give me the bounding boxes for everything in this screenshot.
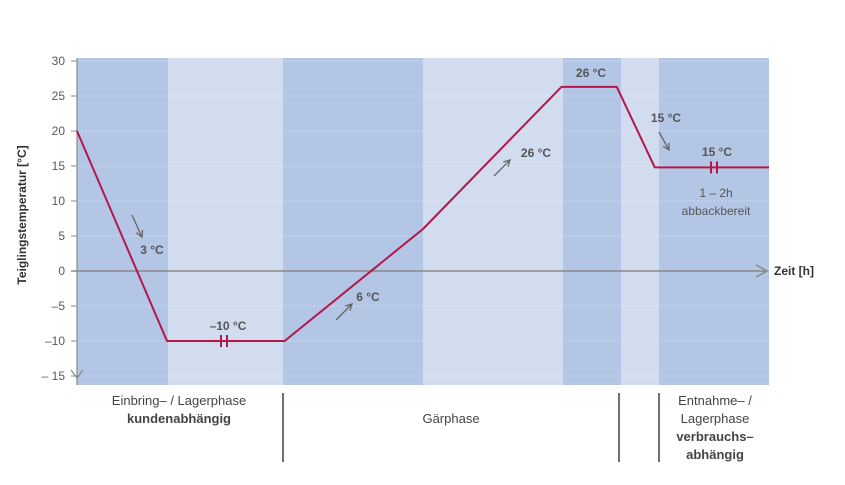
y-axis-bottom-marker xyxy=(70,369,84,379)
direction-arrowhead-1 xyxy=(345,303,353,311)
direction-arrowhead-2 xyxy=(503,159,511,167)
annotation-6: 15 °C xyxy=(702,145,732,159)
temperature-line xyxy=(76,85,769,342)
phase-band-0 xyxy=(77,58,168,385)
direction-arrow-1 xyxy=(335,303,353,321)
y-tick-label-7: –5 xyxy=(52,299,66,313)
phase-label-gaer-line1: Gärphase xyxy=(422,411,480,426)
annotation-7: 1 – 2h xyxy=(699,186,732,200)
phase-label-einbring-line1: Einbring– / Lagerphase xyxy=(111,393,247,408)
direction-arrowhead-3 xyxy=(662,142,670,152)
y-tick-label-8: –10 xyxy=(45,334,65,348)
annotation-0: 3 °C xyxy=(140,243,164,257)
phase-band-3 xyxy=(423,58,563,385)
phase-label-entnahme-line3: verbrauchs– xyxy=(676,429,754,444)
annotation-2: 6 °C xyxy=(356,290,380,304)
direction-arrow-0 xyxy=(131,214,143,238)
grid-lines xyxy=(77,60,769,377)
annotation-4: 26 °C xyxy=(576,66,606,80)
y-tick-label-2: 20 xyxy=(52,124,66,138)
phase-label-entnahme-line2: Lagerphase xyxy=(680,411,750,426)
direction-arrow-2 xyxy=(493,159,511,177)
temperature-curve xyxy=(76,85,769,347)
annotation-8: abbackbereit xyxy=(682,204,751,218)
annotation-1: –10 °C xyxy=(210,319,247,333)
phase-label-gaer: Gärphase xyxy=(284,410,618,428)
annotation-3: 26 °C xyxy=(521,146,551,160)
y-tick-label-6: 0 xyxy=(58,264,65,278)
phase-label-entnahme-line1: Entnahme– / xyxy=(678,393,752,408)
x-axis-arrowhead xyxy=(755,264,769,278)
phase-label-einbring-line2: kundenabhängig xyxy=(127,411,231,426)
phase-band-2 xyxy=(283,58,423,385)
phase-band-4 xyxy=(563,58,621,385)
y-tick-label-4: 10 xyxy=(52,194,66,208)
y-axis-ticks: 30 25 20 15 10 5 0 –5 –10 – 15 xyxy=(42,54,77,383)
y-tick-label-3: 15 xyxy=(52,159,66,173)
direction-arrow-3 xyxy=(658,131,670,151)
phase-label-einbring: Einbring– / Lagerphase kundenabhängig xyxy=(78,392,280,428)
axes xyxy=(70,58,769,462)
phase-band-6 xyxy=(659,58,769,385)
x-axis-label: Zeit [h] xyxy=(774,264,814,278)
y-tick-label-1: 25 xyxy=(52,89,66,103)
annotation-5: 15 °C xyxy=(651,111,681,125)
annotations: 3 °C –10 °C 6 °C 26 °C 26 °C 15 °C 15 °C 1 – 2h… xyxy=(131,66,751,333)
phase-band-5 xyxy=(621,58,659,385)
phase-label-entnahme-line4: abhängig xyxy=(686,447,744,462)
y-tick-label-9: – 15 xyxy=(42,369,66,383)
y-axis-label: Teiglingstemperatur [°C] xyxy=(15,145,29,284)
y-tick-label-0: 30 xyxy=(52,54,66,68)
phase-bands xyxy=(77,58,769,385)
phase-band-1 xyxy=(168,58,283,385)
y-tick-label-5: 5 xyxy=(58,229,65,243)
direction-arrowhead-0 xyxy=(136,229,144,239)
phase-label-entnahme: Entnahme– / Lagerphase verbrauchs– abhän… xyxy=(660,392,770,464)
